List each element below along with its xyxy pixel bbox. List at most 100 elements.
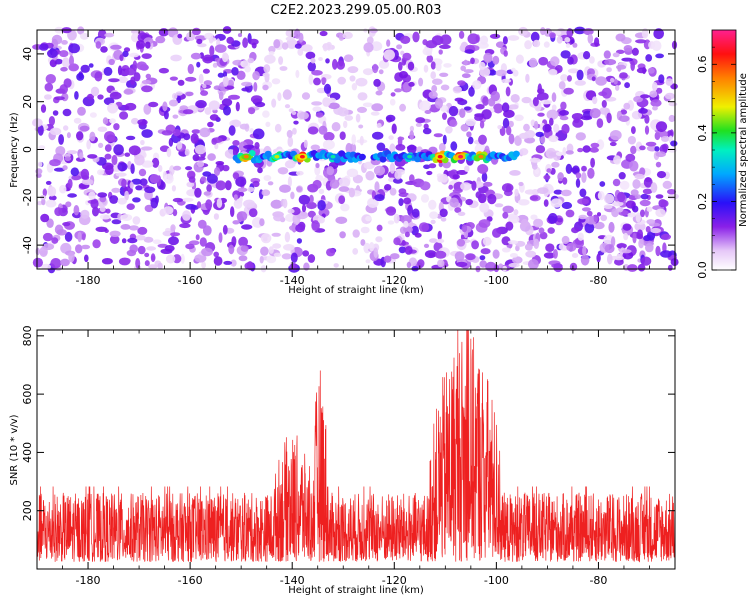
spectrogram-cell: [190, 52, 202, 60]
spectrogram-cell: [667, 147, 677, 153]
spectrogram-cell: [131, 32, 141, 43]
spectrogram-cell: [508, 104, 519, 110]
spectrogram-cell: [628, 160, 639, 172]
spectrogram-cell: [77, 106, 86, 116]
spectrogram-cell: [224, 180, 232, 191]
spectrogram-cell: [627, 212, 636, 218]
spectrogram-cell: [518, 181, 524, 187]
spectrogram-cell: [596, 212, 602, 217]
spectrogram-cell: [254, 101, 266, 108]
spectrogram-cell: [218, 232, 223, 243]
spectrogram-cell: [479, 202, 490, 213]
spectrogram-cell: [409, 130, 415, 140]
spectrogram-cell: [172, 197, 183, 203]
spectrogram-cell: [445, 126, 453, 134]
spectrogram-cell: [560, 50, 571, 59]
spectrogram-cell: [645, 243, 654, 253]
spectrogram-cell: [603, 204, 613, 209]
spectrogram-cell: [608, 221, 615, 233]
spectrogram-cell: [479, 120, 485, 129]
spectrogram-cell: [483, 181, 493, 187]
spectrogram-cell: [97, 94, 104, 100]
spectrogram-cell: [513, 209, 519, 216]
spectrogram-cell: [434, 250, 447, 259]
spectrogram-cell: [577, 198, 589, 205]
spectrogram-cell: [309, 194, 314, 204]
spectrogram-cell: [218, 91, 224, 101]
spectrogram-cell: [533, 39, 541, 48]
spectrogram-cell: [480, 248, 491, 255]
spectrogram-cell: [616, 207, 624, 213]
spectrogram-cell: [658, 74, 665, 84]
snr-xtick-label: -140: [280, 574, 305, 587]
spectrogram-cell: [524, 243, 533, 251]
spectrogram-cell: [168, 99, 179, 107]
spectrogram-cell: [393, 177, 403, 184]
spectrogram-cell: [202, 225, 212, 236]
colorbar-tick-label: 0.2: [696, 193, 709, 211]
spectrogram-cell: [502, 36, 508, 45]
spectrogram-cell: [66, 132, 71, 139]
spectrogram-cell: [376, 122, 382, 129]
spectrogram-ytick-label: -20: [21, 188, 34, 206]
spectrogram-cell: [285, 36, 295, 41]
spectrogram-cell: [418, 222, 430, 233]
spectrogram-cell: [80, 64, 90, 73]
spectrogram-cell: [454, 207, 462, 213]
spectrogram-ytick-label: 0: [21, 146, 34, 153]
spectrogram-cell: [548, 135, 559, 143]
spectrogram-cell: [650, 227, 662, 234]
spectrogram-cell: [40, 104, 47, 113]
spectrogram-cell: [318, 188, 325, 195]
spectrogram-cell: [208, 37, 217, 42]
spectrogram-cell: [442, 134, 447, 145]
spectrogram-cell: [561, 201, 573, 210]
spectrogram-cell: [435, 61, 442, 72]
snr-ytick-label: 800: [21, 325, 34, 346]
spectrogram-cell: [150, 253, 156, 262]
spectrogram-cell: [518, 26, 529, 36]
spectrogram-cell: [278, 56, 284, 65]
colorbar-tick-label: 0.4: [696, 124, 709, 142]
spectrogram-cell: [589, 108, 601, 119]
spectrogram-cell: [479, 260, 488, 268]
spectrogram-cell: [510, 94, 520, 103]
spectrogram-cell: [148, 264, 158, 269]
spectrogram-cell: [144, 204, 154, 213]
spectrogram-cell: [386, 39, 391, 47]
spectrogram-cell: [290, 252, 298, 263]
spectrogram-cell: [430, 61, 436, 70]
spectrogram-cell: [124, 152, 131, 157]
spectrogram-cell: [581, 172, 587, 183]
spectrogram-cell: [98, 142, 104, 148]
spectrogram-cell: [129, 52, 140, 58]
spectrogram-cell: [395, 144, 406, 151]
spectrogram-cell: [198, 73, 204, 84]
spectrogram-cell: [172, 114, 179, 119]
spectrogram-cell: [39, 43, 49, 51]
spectrogram-cell: [450, 141, 458, 151]
spectrogram-cell: [331, 122, 341, 132]
spectrogram-cell: [627, 264, 638, 272]
spectrogram-cell: [576, 69, 584, 81]
spectrogram-cell: [254, 142, 260, 150]
spectrogram-cell: [355, 77, 368, 87]
spectrogram-peak: [330, 154, 336, 159]
spectrogram-cell: [560, 189, 572, 197]
spectrogram-cell: [502, 117, 510, 129]
spectrogram-cell: [111, 154, 118, 166]
spectrogram-cell: [307, 210, 316, 218]
spectrogram-cell: [631, 110, 643, 120]
spectrogram-cell: [501, 102, 510, 113]
spectrogram-cell: [76, 72, 85, 81]
spectrogram-cell: [37, 124, 44, 136]
spectrogram-cell: [296, 238, 302, 244]
spectrogram-cell: [136, 40, 146, 49]
spectrogram-cell: [105, 208, 111, 214]
spectrogram-cell: [301, 44, 313, 52]
spectrogram-cell: [65, 201, 72, 208]
spectrogram-cell: [126, 249, 137, 257]
spectrogram-cell: [274, 123, 282, 133]
spectrogram-cell: [235, 101, 240, 112]
